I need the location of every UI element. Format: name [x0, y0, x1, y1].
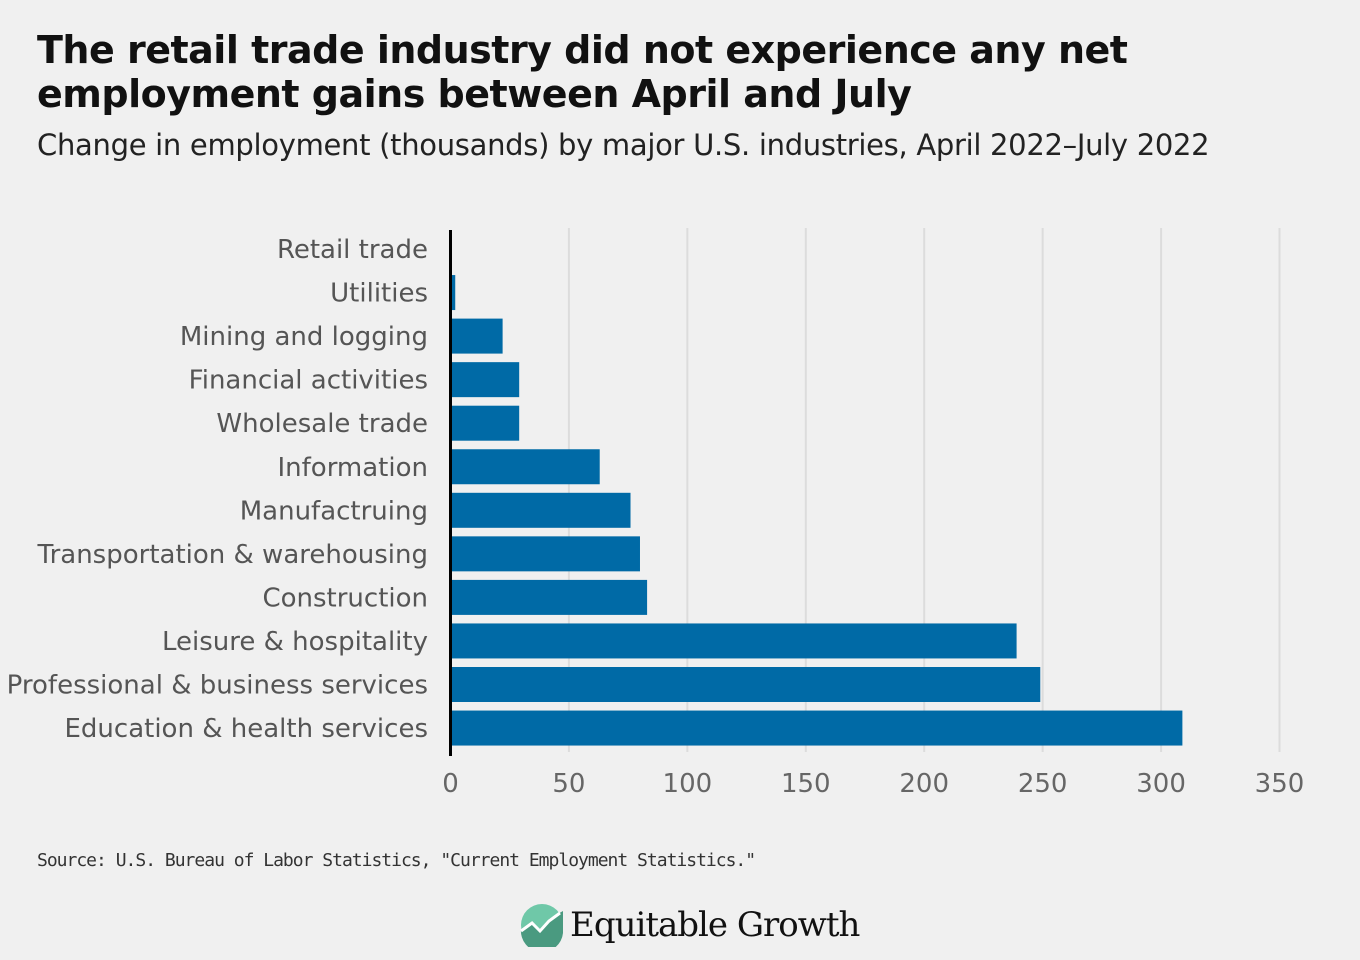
x-tick-label: 100 [663, 769, 713, 799]
category-label: Transportation & warehousing [37, 540, 428, 570]
category-label: Wholesale trade [216, 409, 428, 439]
x-tick-label: 150 [781, 769, 831, 799]
category-label: Utilities [330, 279, 428, 309]
category-label: Construction [262, 583, 428, 613]
chart-title: The retail trade industry did not experi… [37, 28, 1128, 116]
bar [451, 667, 1041, 702]
bar [451, 318, 503, 354]
bar [451, 492, 631, 528]
source-note: Source: U.S. Bureau of Labor Statistics,… [37, 850, 756, 871]
bar [451, 449, 600, 485]
bar [451, 623, 1017, 659]
bar [451, 405, 520, 441]
x-tick-label: 250 [1018, 769, 1068, 799]
bar [451, 275, 456, 311]
logo-icon [520, 904, 563, 947]
category-label: Information [277, 453, 428, 483]
category-label: Manufactruing [240, 496, 428, 526]
category-label: Leisure & hospitality [162, 627, 428, 657]
category-label: Professional & business services [7, 671, 428, 701]
bar [451, 362, 520, 398]
category-label: Financial activities [189, 366, 428, 396]
bar [451, 536, 640, 572]
x-tick-label: 350 [1255, 769, 1305, 799]
logo-text: Equitable Growth [570, 905, 860, 945]
x-tick-label: 300 [1136, 769, 1186, 799]
bar [451, 579, 648, 615]
bar [451, 710, 1183, 746]
category-label: Mining and logging [180, 322, 428, 352]
chart-subtitle: Change in employment (thousands) by majo… [37, 128, 1210, 162]
category-label: Retail trade [277, 235, 428, 265]
x-tick-label: 0 [442, 769, 459, 799]
logo: Equitable Growth [520, 903, 860, 947]
x-tick-label: 200 [899, 769, 949, 799]
category-label: Education & health services [65, 714, 429, 744]
x-tick-label: 50 [552, 769, 585, 799]
